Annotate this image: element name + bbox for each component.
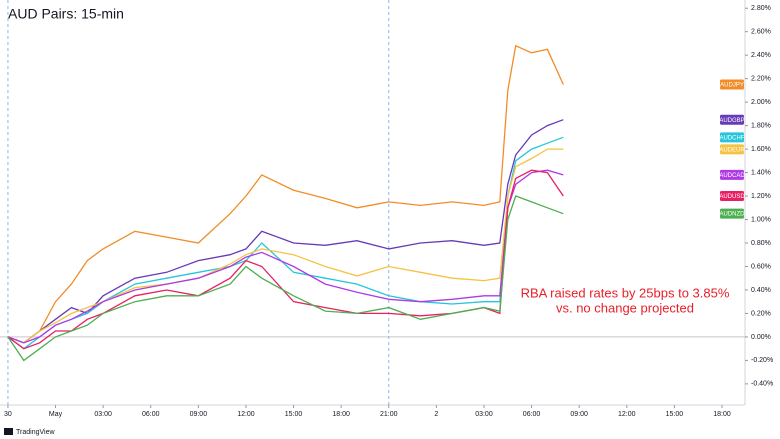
y-tick-label: 2.40% bbox=[751, 52, 771, 59]
legend-swatch bbox=[720, 144, 744, 155]
series-line bbox=[7, 169, 564, 350]
y-tick-label: 0.20% bbox=[751, 310, 771, 317]
x-tick-label: 03:00 bbox=[475, 411, 493, 418]
x-tick-label: 06:00 bbox=[523, 411, 541, 418]
x-tick-label: 09:00 bbox=[570, 411, 588, 418]
x-tick-label: 03:00 bbox=[94, 411, 112, 418]
y-tick-label: 2.80% bbox=[751, 5, 771, 12]
y-tick-label: 0.80% bbox=[751, 240, 771, 247]
legend-label: AUDGBP bbox=[719, 118, 744, 124]
y-tick-label: 0.40% bbox=[751, 287, 771, 294]
x-tick-label: 15:00 bbox=[666, 411, 684, 418]
x-tick-label: 12:00 bbox=[618, 411, 636, 418]
x-tick-label: 2 bbox=[434, 411, 438, 418]
series-line bbox=[7, 195, 564, 362]
y-tick-label: 2.20% bbox=[751, 75, 771, 82]
legend-label: AUDJPY bbox=[720, 83, 744, 89]
legend-swatch bbox=[720, 132, 744, 143]
y-tick-label: 1.40% bbox=[751, 169, 771, 176]
annotation: RBA raised rates by 25bps to 3.85% bbox=[521, 285, 730, 300]
series-line bbox=[7, 44, 564, 344]
legend-swatch bbox=[720, 114, 744, 125]
legend-swatch bbox=[720, 191, 744, 202]
logo bbox=[4, 428, 13, 435]
x-tick-label: May bbox=[49, 411, 63, 418]
series-line bbox=[7, 148, 564, 344]
legend-swatch bbox=[720, 79, 744, 90]
y-tick-label: 1.00% bbox=[751, 216, 771, 223]
x-tick-label: 15:00 bbox=[285, 411, 303, 418]
legend-label: AUDEUR bbox=[719, 147, 745, 153]
x-tick-label: 06:00 bbox=[142, 411, 160, 418]
y-tick-label: 2.00% bbox=[751, 99, 771, 106]
y-tick-label: -0.20% bbox=[751, 357, 773, 364]
footer: TradingView bbox=[16, 429, 55, 436]
legend-label: AUDCHF bbox=[720, 135, 745, 141]
legend-label: AUDUSD bbox=[719, 194, 745, 200]
y-tick-label: 1.60% bbox=[751, 146, 771, 153]
series-line bbox=[7, 119, 564, 344]
chart-title: AUD Pairs: 15-min bbox=[8, 6, 124, 22]
legend-label: AUDNZD bbox=[720, 212, 746, 218]
annotation: vs. no change projected bbox=[556, 300, 694, 315]
y-tick-label: 1.80% bbox=[751, 122, 771, 129]
x-tick-label: 21:00 bbox=[380, 411, 398, 418]
y-tick-label: 0.60% bbox=[751, 263, 771, 270]
x-tick-label: 18:00 bbox=[713, 411, 731, 418]
x-tick-label: 12:00 bbox=[237, 411, 255, 418]
y-tick-label: -0.40% bbox=[751, 381, 773, 388]
x-tick-label: 30 bbox=[4, 411, 12, 418]
legend-swatch bbox=[720, 208, 744, 219]
x-tick-label: 18:00 bbox=[332, 411, 350, 418]
legend-swatch bbox=[720, 169, 744, 180]
legend-label: AUDCAD bbox=[719, 173, 745, 179]
x-tick-label: 09:00 bbox=[190, 411, 208, 418]
y-tick-label: 1.20% bbox=[751, 193, 771, 200]
y-tick-label: 2.60% bbox=[751, 29, 771, 36]
y-tick-label: 0.00% bbox=[751, 334, 771, 341]
